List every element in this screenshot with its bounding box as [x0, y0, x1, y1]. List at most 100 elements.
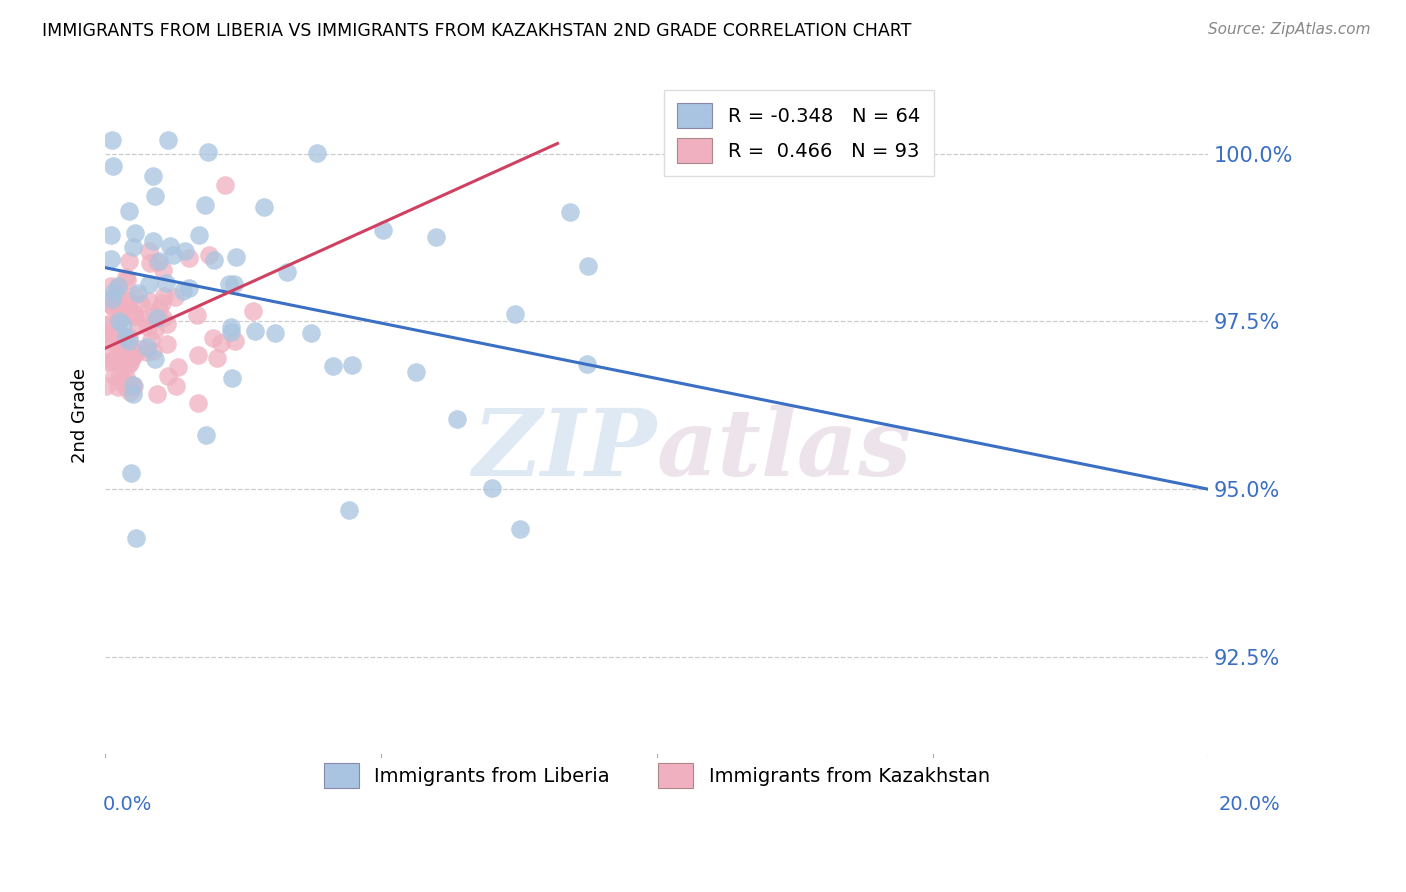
Point [125, 346, 148, 360]
Point [221, 370, 243, 384]
Point [162, 248, 184, 262]
Point [117, 203, 139, 218]
Point [107, 380, 129, 394]
Point [128, 342, 150, 356]
Point [179, 251, 201, 265]
Point [150, 296, 173, 310]
Point [225, 251, 247, 265]
Point [125, 531, 148, 545]
Point [148, 254, 170, 268]
Point [322, 359, 344, 373]
Point [100, 228, 122, 243]
Legend: Immigrants from Liberia, Immigrants from Kazakhstan: Immigrants from Liberia, Immigrants from… [314, 753, 1000, 797]
Point [197, 145, 219, 159]
Point [155, 276, 177, 290]
Point [103, 285, 125, 299]
Point [141, 334, 163, 348]
Point [122, 378, 145, 392]
Point [371, 222, 394, 236]
Y-axis label: 2nd Grade: 2nd Grade [72, 368, 89, 463]
Point [253, 201, 276, 215]
Point [174, 244, 197, 258]
Point [117, 293, 139, 307]
Point [127, 318, 149, 332]
Point [120, 384, 142, 399]
Point [307, 145, 329, 160]
Point [135, 340, 157, 354]
Text: 20.0%: 20.0% [1218, 796, 1279, 814]
Point [117, 273, 139, 287]
Point [110, 311, 132, 326]
Text: ZIP: ZIP [472, 405, 657, 495]
Point [115, 341, 138, 355]
Point [214, 178, 236, 192]
Point [194, 198, 217, 212]
Point [120, 378, 142, 392]
Point [117, 296, 139, 310]
Point [103, 368, 125, 383]
Point [108, 301, 131, 316]
Point [120, 466, 142, 480]
Point [100, 354, 122, 368]
Text: 0.0%: 0.0% [103, 796, 152, 814]
Point [122, 309, 145, 323]
Point [138, 244, 160, 259]
Text: atlas: atlas [657, 405, 912, 495]
Point [103, 334, 125, 349]
Point [142, 234, 165, 248]
Point [165, 378, 187, 392]
Point [188, 227, 211, 242]
Point [111, 359, 134, 373]
Point [138, 277, 160, 291]
Text: Source: ZipAtlas.com: Source: ZipAtlas.com [1208, 22, 1371, 37]
Point [143, 352, 166, 367]
Point [143, 324, 166, 338]
Point [224, 334, 246, 348]
Point [224, 277, 246, 292]
Point [97, 332, 120, 346]
Point [115, 380, 138, 394]
Point [121, 351, 143, 366]
Point [187, 395, 209, 409]
Point [100, 327, 122, 342]
Point [558, 205, 581, 219]
Point [142, 169, 165, 183]
Point [186, 309, 208, 323]
Point [117, 334, 139, 348]
Point [118, 330, 141, 344]
Point [197, 248, 219, 262]
Point [100, 292, 122, 306]
Point [152, 310, 174, 325]
Point [118, 355, 141, 369]
Point [104, 354, 127, 368]
Point [202, 252, 225, 267]
Point [97, 348, 120, 362]
Point [129, 297, 152, 311]
Point [172, 284, 194, 298]
Point [243, 324, 266, 338]
Point [104, 351, 127, 365]
Point [96, 318, 118, 333]
Point [127, 285, 149, 300]
Point [138, 294, 160, 309]
Point [276, 264, 298, 278]
Point [207, 351, 229, 366]
Point [167, 360, 190, 375]
Point [112, 340, 135, 354]
Point [156, 317, 179, 331]
Point [157, 133, 180, 147]
Point [242, 304, 264, 318]
Point [124, 310, 146, 324]
Point [100, 133, 122, 147]
Point [152, 263, 174, 277]
Point [112, 343, 135, 358]
Point [108, 370, 131, 384]
Point [136, 320, 159, 334]
Point [96, 379, 118, 393]
Point [219, 325, 242, 339]
Point [107, 281, 129, 295]
Point [425, 229, 447, 244]
Point [142, 344, 165, 359]
Point [107, 279, 129, 293]
Point [108, 374, 131, 388]
